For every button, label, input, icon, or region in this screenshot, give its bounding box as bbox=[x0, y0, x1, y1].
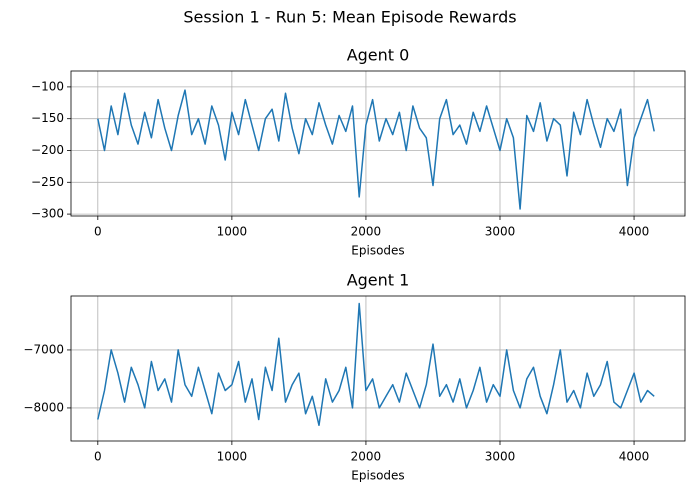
y-tick-label: −100 bbox=[31, 79, 64, 93]
x-axis-label: Episodes bbox=[351, 469, 404, 483]
y-tick-label: −250 bbox=[31, 175, 64, 189]
x-tick-label: 3000 bbox=[485, 450, 516, 464]
x-tick-label: 3000 bbox=[485, 225, 516, 239]
x-tick-label: 4000 bbox=[619, 450, 650, 464]
x-tick-label: 1000 bbox=[217, 450, 248, 464]
x-tick-label: 2000 bbox=[351, 450, 382, 464]
data-line bbox=[97, 89, 655, 210]
x-tick-label: 0 bbox=[94, 450, 102, 464]
figure-title: Session 1 - Run 5: Mean Episode Rewards bbox=[183, 8, 516, 27]
x-axis-label: Episodes bbox=[351, 244, 404, 258]
y-tick-label: −8000 bbox=[23, 400, 64, 414]
data-line bbox=[97, 302, 655, 427]
y-tick-label: −150 bbox=[31, 111, 64, 125]
x-tick-label: 2000 bbox=[351, 225, 382, 239]
x-tick-label: 1000 bbox=[217, 225, 248, 239]
axes-title: Agent 0 bbox=[347, 46, 410, 65]
x-tick-label: 0 bbox=[94, 225, 102, 239]
y-tick-label: −200 bbox=[31, 143, 64, 157]
y-tick-label: −7000 bbox=[23, 342, 64, 356]
y-tick-label: −300 bbox=[31, 207, 64, 221]
axes-frame bbox=[70, 295, 686, 442]
axes-frame bbox=[70, 70, 686, 217]
axes-title: Agent 1 bbox=[347, 271, 410, 290]
x-tick-label: 4000 bbox=[619, 225, 650, 239]
